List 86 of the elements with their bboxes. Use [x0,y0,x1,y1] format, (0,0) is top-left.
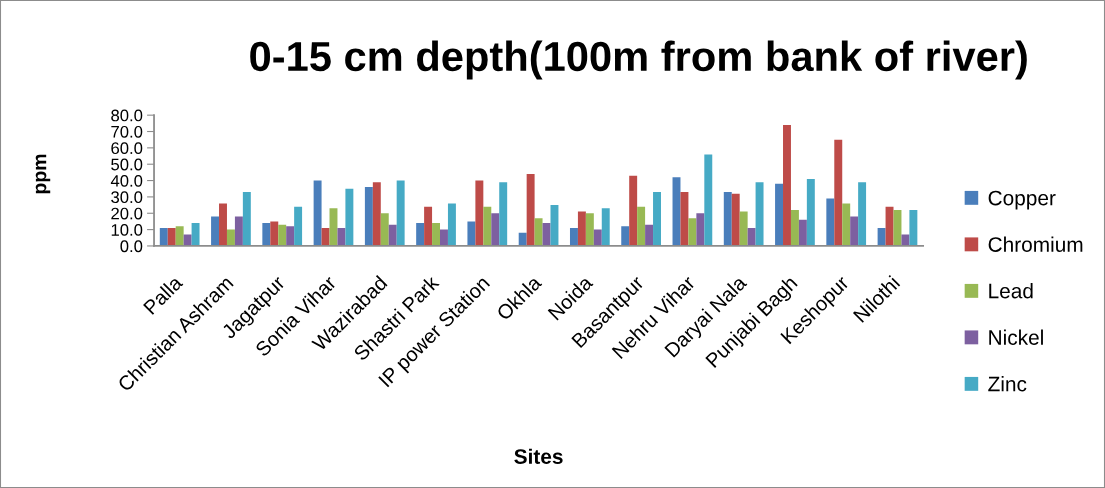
bar [483,206,492,246]
bar [219,203,227,246]
bar [645,224,654,246]
bar [372,182,381,246]
bar [704,154,713,246]
bar [167,227,176,246]
y-tick-label: 30.0 [111,191,143,204]
bar [739,211,748,246]
legend-label: Chromium [988,236,1083,252]
bar [499,182,508,246]
bar [294,206,303,246]
y-tick-label: 0.0 [120,240,143,253]
y-tick-label: 60.0 [111,142,143,155]
bar [313,180,322,246]
bar [550,205,559,246]
bar [637,206,646,246]
bar [440,229,448,246]
bar [755,182,764,246]
bar [467,221,476,246]
bar [159,227,168,246]
bar [175,226,184,246]
bar [270,221,279,246]
legend-label: Copper [988,190,1056,210]
bar [518,232,527,246]
bar [680,192,689,246]
bar [364,187,373,246]
y-tick-label: 20.0 [111,207,143,220]
bar [337,227,346,246]
y-tick-label: 50.0 [111,158,143,171]
bar [688,218,697,246]
bar [569,227,578,246]
bar [432,223,441,246]
y-tick-label: 70.0 [111,125,143,138]
y-tick-label: 10.0 [111,224,143,236]
x-axis-title: Sites [514,448,563,464]
bar [885,206,894,246]
y-axis-title: ppm [35,154,51,194]
bar [475,180,484,246]
bar [234,216,243,246]
bar [585,213,594,246]
bar [447,203,456,246]
bar [388,224,397,246]
bar [834,139,843,246]
bar [577,211,586,246]
bar [826,198,835,246]
bar [191,223,200,246]
bar [747,227,756,246]
bar [858,182,867,246]
bar [424,206,433,246]
bar [621,226,630,246]
bar [416,223,425,246]
bar [629,175,638,246]
bar [262,223,271,246]
bar [653,192,661,246]
bar [286,226,295,246]
bar [345,188,354,246]
legend-label: Zinc [988,376,1027,392]
bar [396,180,405,246]
bar [601,208,610,246]
bar [790,209,799,246]
bar [380,213,389,246]
y-tick-label: 40.0 [110,174,143,187]
bar [491,213,500,246]
bar [842,203,851,246]
bar [526,174,535,246]
bar [775,183,784,246]
bar [242,192,251,246]
bar [798,219,807,246]
legend-label: Nickel [989,329,1043,345]
bar [850,216,859,246]
bar [321,227,330,246]
bar [278,224,287,246]
chart-title: 0-15 cm depth(100m from bank of river) [250,40,1027,80]
bar [593,229,602,246]
bar [806,178,815,246]
bar [534,218,543,246]
y-tick-label: 80.0 [111,109,143,122]
legend-label: Lead [989,283,1033,299]
bar [731,193,740,246]
bar [211,216,220,246]
bar [226,229,235,246]
bar [696,213,705,246]
bar [723,192,732,246]
bar [783,124,791,246]
bar [909,209,918,246]
bar [877,227,886,246]
